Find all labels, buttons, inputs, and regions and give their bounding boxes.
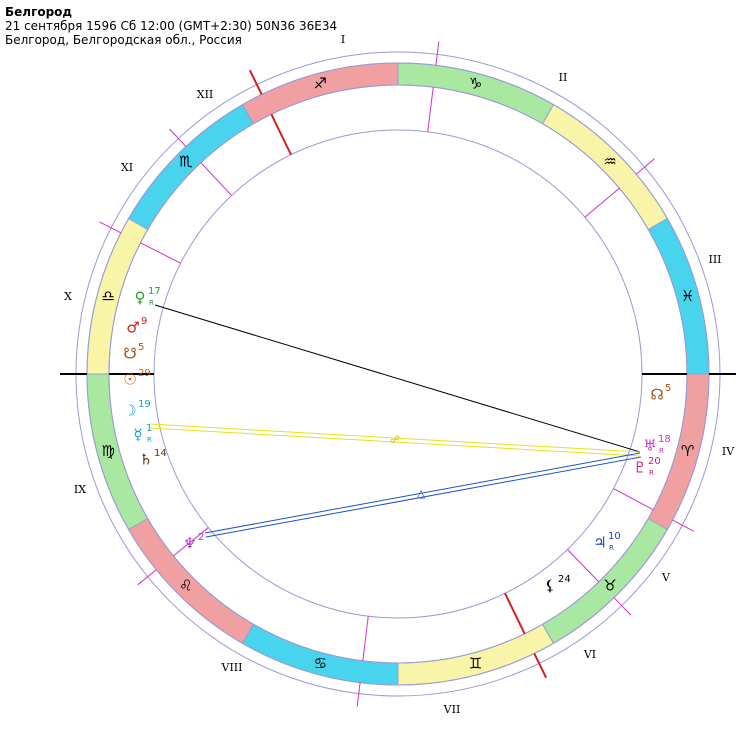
planet-degree: 10	[608, 531, 621, 542]
planet-degree: 1	[146, 423, 152, 434]
cusp-line	[504, 592, 526, 635]
house-label: V	[661, 571, 671, 584]
retrograde-mark: R	[609, 544, 614, 552]
cusp-line	[533, 653, 548, 679]
sign-glyph: ♈	[681, 442, 694, 460]
retrograde-mark: R	[659, 447, 664, 455]
house-label: X	[64, 290, 72, 303]
date-line: 21 сентября 1596 Сб 12:00 (GMT+2:30) 50N…	[5, 19, 337, 33]
cusp-line	[169, 128, 187, 147]
cusp-line	[270, 113, 292, 156]
aspect-line	[205, 456, 642, 538]
aspect-line	[204, 452, 641, 534]
cusp-line	[567, 549, 600, 583]
cusp-line	[584, 187, 620, 218]
planet-glyph: ⚸	[545, 577, 556, 595]
retrograde-mark: R	[649, 469, 654, 477]
cusp-line	[427, 87, 434, 132]
planet-degree: 29	[138, 368, 151, 379]
planet-glyph: ☋	[123, 345, 136, 363]
sign-glyph: ♑	[469, 75, 482, 93]
sign-segment	[397, 62, 555, 125]
cusp-line	[173, 527, 209, 557]
planet-degree: 2	[198, 532, 204, 543]
cusp-line	[200, 162, 232, 196]
cusp-line	[672, 519, 695, 532]
house-label: III	[708, 253, 721, 266]
cusp-line	[356, 682, 361, 707]
planet-degree: 18	[658, 434, 671, 445]
zodiac-inner	[108, 84, 688, 664]
house-label: XII	[197, 88, 214, 101]
sign-glyph: ♋	[314, 654, 327, 672]
zodiac-ring	[86, 62, 710, 686]
cusp-line	[635, 158, 655, 175]
cusp-line	[140, 242, 181, 264]
cusp-line	[137, 569, 157, 586]
house-label: II	[559, 71, 568, 84]
sign-glyph: ♉	[603, 577, 616, 595]
house-cusps	[60, 41, 736, 707]
aspect-line	[154, 304, 641, 453]
outer-circle	[75, 51, 721, 697]
planet-degree: 19	[138, 399, 151, 410]
house-label: VI	[583, 648, 596, 661]
planet-glyph: ☿	[133, 426, 142, 444]
cusp-line	[613, 488, 654, 511]
planet-glyph: ☉	[123, 371, 136, 389]
sign-glyph: ♐	[314, 75, 327, 93]
planet-glyph: ♆	[183, 535, 196, 553]
planet-glyph: ♂	[126, 319, 139, 337]
sign-segment	[647, 217, 710, 375]
sign-glyph: ♍	[101, 442, 114, 460]
house-label: VII	[443, 703, 461, 716]
cusp-line	[613, 597, 632, 616]
cusp-line	[248, 69, 263, 95]
house-label: I	[341, 33, 345, 46]
aspect-symbol: ☍	[390, 435, 400, 446]
location-line: Белгород, Белгородская обл., Россия	[5, 33, 242, 47]
planet-glyph: ♀	[135, 289, 146, 307]
planet-glyph: ♅	[643, 437, 656, 455]
sign-glyph: ♎	[101, 287, 114, 305]
aspect-symbol: △	[417, 487, 426, 500]
sign-glyph: ♏	[179, 152, 193, 170]
house-label: IV	[722, 445, 735, 458]
cusp-line	[435, 41, 440, 66]
inner-circle	[153, 129, 643, 619]
place-title: Белгород	[5, 5, 72, 19]
retrograde-mark: R	[149, 299, 154, 307]
retrograde-mark: R	[147, 436, 152, 444]
planet-degree: 17	[148, 286, 161, 297]
planet-glyph: ♇	[633, 459, 646, 477]
planet-degree: 5	[665, 383, 671, 394]
sign-glyph: ♊	[469, 654, 482, 672]
planet-glyph: ♃	[593, 534, 606, 552]
sign-segment	[241, 62, 399, 125]
planet-glyph: ♄	[139, 451, 152, 469]
planet-glyph: ☽	[123, 402, 136, 420]
cusp-line	[362, 616, 369, 661]
planet-glyph: ☊	[650, 386, 663, 404]
house-label: XI	[121, 161, 133, 174]
planet-degree: 14	[154, 448, 167, 459]
planet-degree: 20	[648, 456, 661, 467]
sign-glyph: ♒	[603, 152, 616, 170]
sign-glyph: ♌	[179, 577, 192, 595]
sign-glyph: ♓	[681, 287, 694, 305]
house-label: VIII	[221, 661, 243, 674]
aspect-line	[149, 427, 641, 457]
cusp-line	[99, 221, 122, 234]
house-label: IX	[74, 483, 86, 496]
planet-degree: 5	[138, 342, 144, 353]
aspect-line	[149, 423, 641, 453]
planet-degree: 9	[141, 316, 147, 327]
planet-degree: 24	[558, 574, 571, 585]
